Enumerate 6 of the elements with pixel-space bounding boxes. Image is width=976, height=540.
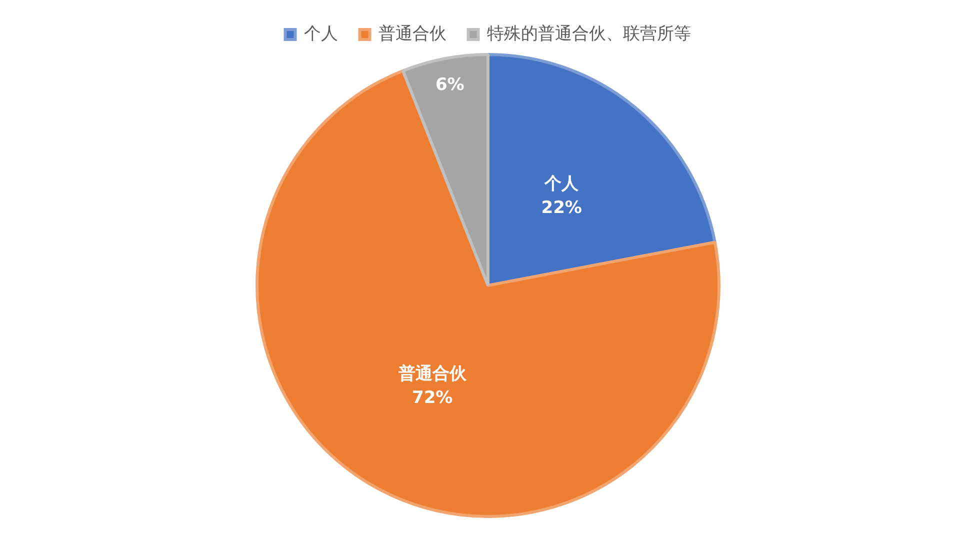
data-label: 个人 22% [541,174,582,218]
legend-label: 特殊的普通合伙、联营所等 [486,24,691,44]
legend-label: 个人 [304,24,338,44]
legend-label: 普通合伙 [378,24,446,44]
data-label: 普通合伙 72% [397,363,468,408]
data-label: 6% [435,75,464,96]
